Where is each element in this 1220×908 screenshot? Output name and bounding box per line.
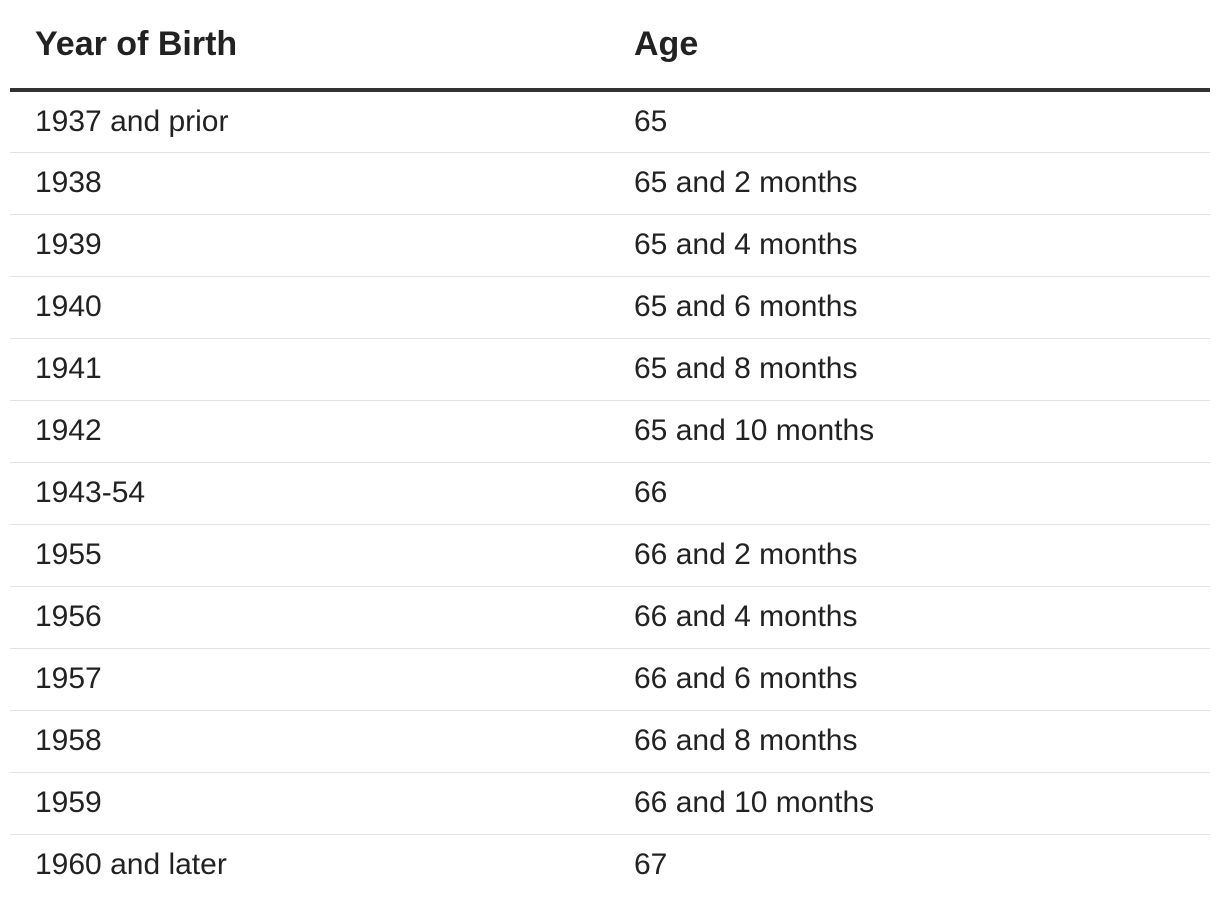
table-row: 1940 65 and 6 months xyxy=(10,276,1210,339)
table-row: 1960 and later 67 xyxy=(10,834,1210,896)
year-cell: 1937 and prior xyxy=(10,90,610,153)
age-cell: 65 and 10 months xyxy=(610,400,1210,463)
table-row: 1942 65 and 10 months xyxy=(10,400,1210,463)
year-cell: 1941 xyxy=(10,338,610,401)
age-cell: 65 and 8 months xyxy=(610,338,1210,401)
year-cell: 1938 xyxy=(10,152,610,215)
year-cell: 1939 xyxy=(10,214,610,277)
age-cell: 66 xyxy=(610,462,1210,525)
age-cell: 66 and 8 months xyxy=(610,710,1210,773)
retirement-age-table: Year of Birth Age 1937 and prior 65 1938… xyxy=(10,0,1210,896)
header-year-of-birth: Year of Birth xyxy=(10,0,610,92)
table-row: 1959 66 and 10 months xyxy=(10,772,1210,835)
age-cell: 65 xyxy=(610,90,1210,153)
year-cell: 1940 xyxy=(10,276,610,339)
table-row: 1938 65 and 2 months xyxy=(10,152,1210,215)
retirement-age-table-container: Year of Birth Age 1937 and prior 65 1938… xyxy=(10,0,1210,896)
year-cell: 1958 xyxy=(10,710,610,773)
table-header: Year of Birth Age xyxy=(10,0,1210,92)
header-row: Year of Birth Age xyxy=(10,0,1210,92)
year-cell: 1943-54 xyxy=(10,462,610,525)
table-row: 1939 65 and 4 months xyxy=(10,214,1210,277)
age-cell: 65 and 4 months xyxy=(610,214,1210,277)
age-cell: 66 and 4 months xyxy=(610,586,1210,649)
table-row: 1957 66 and 6 months xyxy=(10,648,1210,711)
table-body: 1937 and prior 65 1938 65 and 2 months 1… xyxy=(10,90,1210,896)
age-cell: 65 and 2 months xyxy=(610,152,1210,215)
header-age: Age xyxy=(610,0,1210,92)
age-cell: 67 xyxy=(634,848,668,882)
year-cell: 1956 xyxy=(10,586,610,649)
table-row: 1937 and prior 65 xyxy=(10,90,1210,153)
table-row: 1941 65 and 8 months xyxy=(10,338,1210,401)
table-row: 1958 66 and 8 months xyxy=(10,710,1210,773)
year-cell: 1957 xyxy=(10,648,610,711)
age-cell: 66 and 2 months xyxy=(610,524,1210,587)
age-cell: 65 and 6 months xyxy=(610,276,1210,339)
year-cell: 1942 xyxy=(10,400,610,463)
year-cell: 1959 xyxy=(10,772,610,835)
age-cell: 66 and 6 months xyxy=(610,648,1210,711)
table-row: 1943-54 66 xyxy=(10,462,1210,525)
year-cell: 1960 and later xyxy=(35,848,227,882)
year-cell: 1955 xyxy=(10,524,610,587)
table-row: 1956 66 and 4 months xyxy=(10,586,1210,649)
table-row: 1955 66 and 2 months xyxy=(10,524,1210,587)
age-cell: 66 and 10 months xyxy=(610,772,1210,835)
